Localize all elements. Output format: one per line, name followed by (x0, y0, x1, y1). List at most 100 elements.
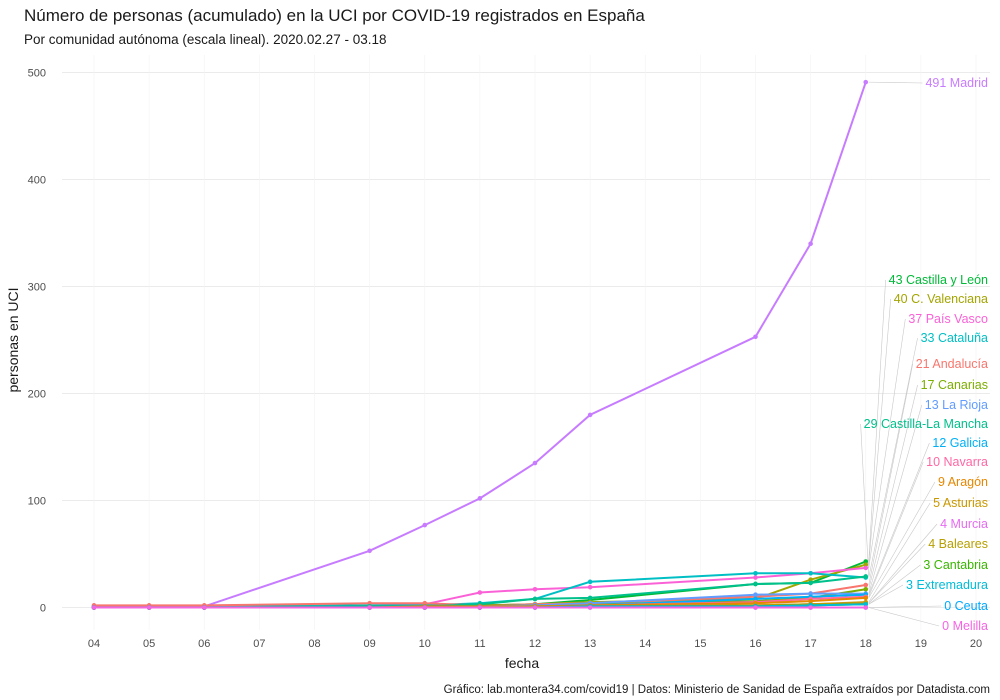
data-point (808, 570, 813, 576)
y-axis-label: personas en UCI (5, 287, 21, 392)
y-tick-label: 500 (28, 68, 46, 80)
data-point (422, 600, 428, 606)
data-point (863, 562, 869, 567)
series-label: 9 Aragón (938, 475, 988, 489)
data-point (753, 334, 758, 340)
data-point (587, 584, 593, 590)
data-point (587, 595, 593, 601)
data-point (367, 600, 372, 606)
x-tick-label: 06 (198, 638, 210, 650)
data-point (422, 522, 428, 528)
leader-line (868, 298, 892, 565)
y-axis-ticks: 0 100 200 300 400 500 (28, 68, 46, 615)
x-tick-label: 07 (253, 638, 265, 650)
data-point (532, 460, 538, 466)
series-label: 0 Melilla (942, 619, 988, 633)
data-point (808, 580, 813, 586)
data-point (863, 595, 869, 601)
x-tick-label: 11 (474, 638, 485, 650)
data-point (367, 548, 372, 554)
series-label: 13 La Rioja (925, 398, 988, 412)
y-tick-label: 200 (28, 389, 46, 401)
x-axis-label: fecha (505, 655, 539, 671)
leader-line (868, 523, 938, 604)
data-point (477, 590, 483, 595)
data-point (808, 241, 813, 246)
leader-line (868, 81, 923, 84)
data-point (863, 79, 869, 85)
series-label: 4 Baleares (928, 537, 988, 551)
leader-line (868, 318, 906, 568)
data-point (808, 605, 813, 610)
chart-subtitle: Por comunidad autónoma (escala lineal). … (24, 32, 387, 47)
x-tick-label: 15 (694, 638, 706, 650)
series-end-labels: 491 Madrid 43 Castilla y León 40 C. Valenc… (864, 76, 988, 633)
x-tick-label: 05 (143, 638, 155, 650)
data-point (753, 596, 758, 602)
leader-line (868, 607, 940, 627)
chart-title: Número de personas (acumulado) en la UCI… (24, 6, 645, 25)
series-label: 491 Madrid (925, 76, 988, 90)
series-label: 4 Murcia (940, 517, 988, 531)
data-point (863, 601, 869, 607)
data-point (477, 496, 483, 501)
data-point (808, 577, 813, 582)
y-tick-label: 0 (40, 603, 46, 615)
leader-line (868, 502, 931, 603)
data-point (201, 605, 207, 610)
data-point (753, 570, 758, 576)
data-point (863, 587, 869, 592)
series-label: 5 Asturias (933, 496, 988, 510)
leader-line (868, 384, 918, 590)
series-label: 0 Ceuta (944, 599, 988, 613)
x-tick-label: 14 (639, 638, 651, 650)
leader-line (868, 461, 924, 597)
series-lines (91, 79, 869, 610)
data-point (587, 579, 593, 585)
leader-line (868, 442, 930, 595)
x-tick-label: 08 (308, 638, 320, 650)
series-label: 3 Extremadura (906, 578, 988, 592)
leader-line (868, 337, 918, 578)
data-point (532, 605, 538, 610)
leader-line (868, 564, 921, 605)
x-tick-label: 18 (860, 638, 872, 650)
leader-line (868, 584, 904, 605)
data-point (753, 592, 758, 597)
y-tick-label: 300 (28, 282, 46, 294)
data-point (532, 587, 538, 592)
chart-caption: Gráfico: lab.montera34.com/covid19 | Dat… (443, 684, 990, 696)
data-point (422, 605, 428, 610)
x-tick-label: 20 (970, 638, 982, 650)
data-point (863, 574, 869, 579)
x-tick-label: 04 (88, 638, 100, 650)
data-point (863, 582, 869, 588)
leader-line (868, 279, 886, 562)
leader-line (860, 423, 870, 577)
data-point (753, 575, 758, 580)
series-label: 12 Galicia (932, 436, 988, 450)
series-label: 37 País Vasco (908, 312, 988, 326)
data-point (863, 559, 869, 564)
data-point (91, 605, 97, 610)
data-point (753, 581, 758, 587)
data-point (477, 605, 483, 610)
x-tick-label: 09 (364, 638, 376, 650)
series-label: 21 Andalucía (916, 357, 988, 371)
data-point (808, 598, 813, 604)
data-point (532, 596, 538, 602)
data-point (863, 605, 869, 610)
leader-line (868, 363, 913, 586)
x-tick-label: 17 (805, 638, 817, 650)
leader-line (868, 404, 923, 594)
x-tick-label: 16 (749, 638, 761, 650)
series-label: 10 Navarra (926, 455, 988, 469)
x-tick-label: 19 (915, 638, 927, 650)
series-label: 33 Cataluña (921, 331, 988, 345)
data-point (367, 605, 372, 610)
x-tick-label: 13 (584, 638, 596, 650)
gridlines (62, 55, 990, 630)
y-tick-label: 400 (28, 175, 46, 187)
